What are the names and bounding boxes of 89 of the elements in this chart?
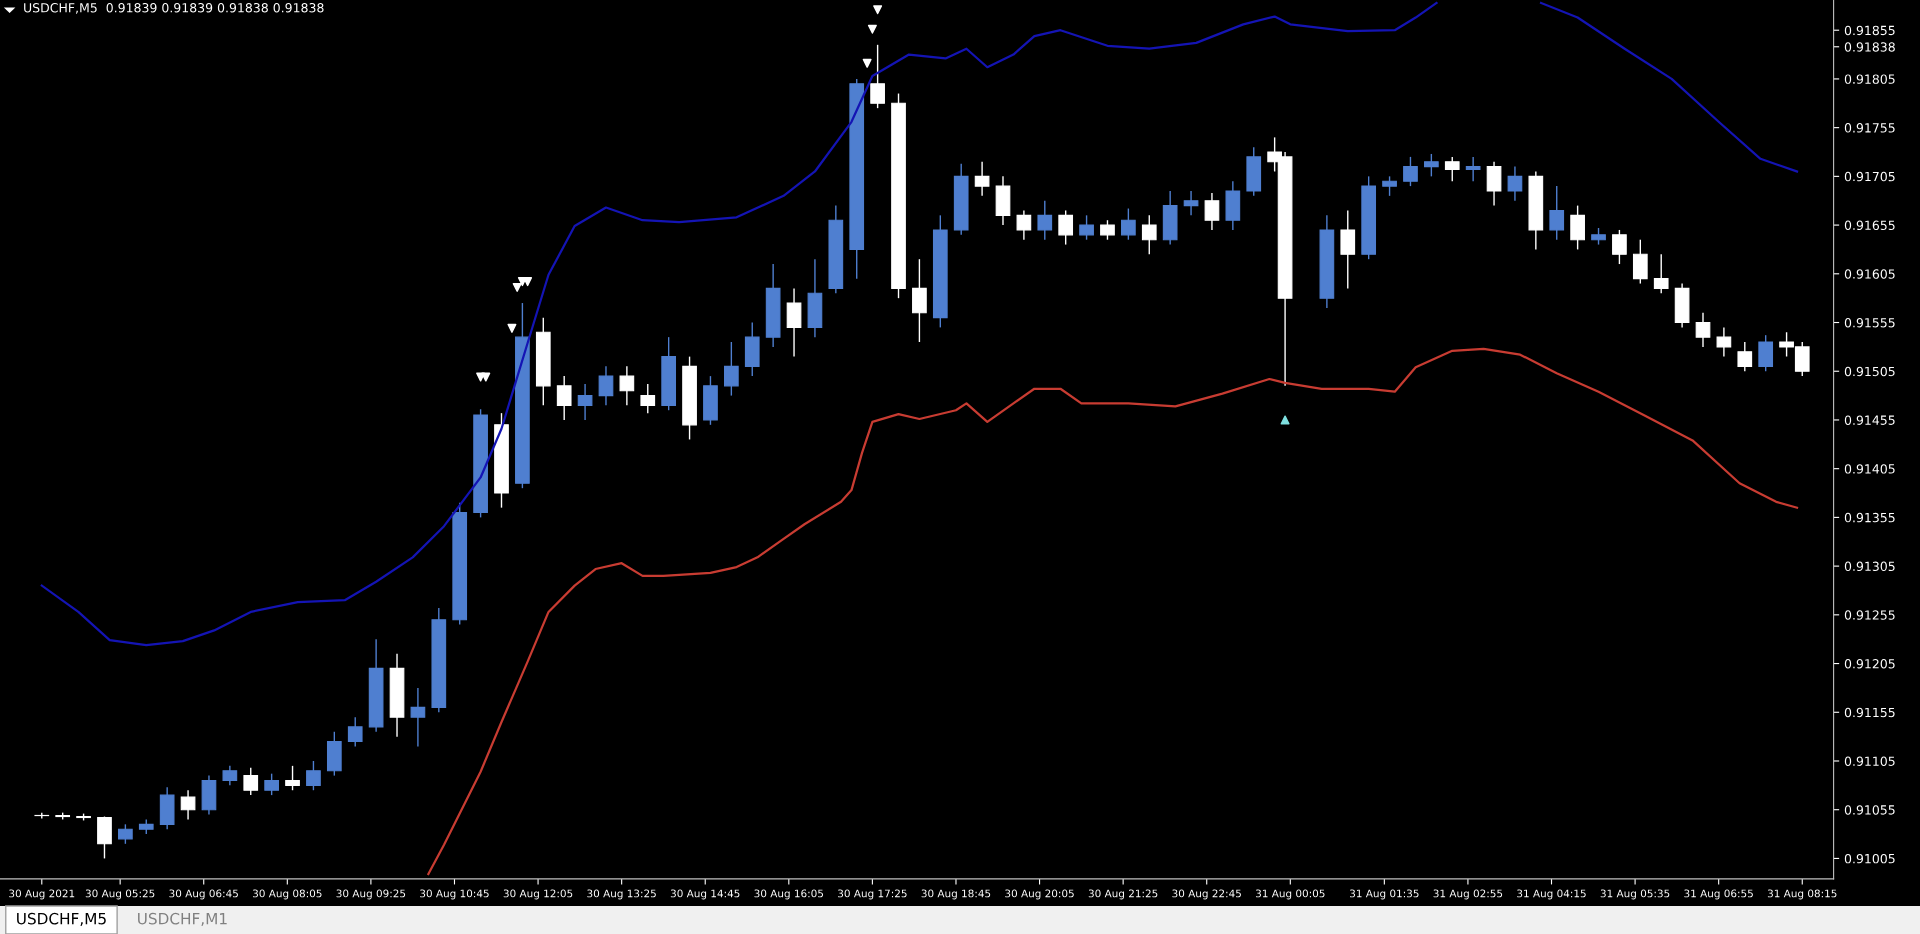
point: [507, 323, 517, 333]
candlestick: [724, 341, 739, 397]
candlestick: [1058, 209, 1074, 246]
candlestick: [598, 365, 614, 407]
candlestick: [118, 823, 133, 845]
text: USDCHF,M1: [138, 912, 227, 926]
y-tick-label: 0.91755: [1844, 123, 1895, 133]
candlestick: [180, 789, 196, 821]
y-tick-label: 0.91505: [1844, 366, 1895, 377]
line-series: [427, 347, 1799, 876]
candlestick: [1695, 312, 1711, 348]
y-tick-label: 0.91605: [1844, 269, 1895, 279]
x-tick-label: 30 Aug 2021: [9, 889, 75, 900]
x-tick-label: 30 Aug 21:25: [1088, 889, 1158, 900]
candlestick: [1016, 209, 1032, 241]
point: [873, 5, 883, 15]
x-tick-label: 30 Aug 13:25: [587, 889, 656, 900]
candlestick: [1737, 341, 1753, 372]
y-tick-label: 0.91838: [1844, 42, 1895, 52]
candlestick: [1465, 156, 1481, 182]
candlestick: [640, 383, 656, 414]
y-tick-label: 0.91005: [1844, 853, 1895, 864]
x-tick-label: 31 Aug 04:15: [1517, 889, 1586, 900]
y-tick-label: 0.91355: [1844, 512, 1895, 523]
y-tick-label: 0.91555: [1844, 317, 1895, 328]
candlestick: [1424, 153, 1439, 178]
x-tick-label: 31 Aug 08:15: [1767, 889, 1837, 900]
x-tick-label: 30 Aug 14:45: [670, 889, 740, 900]
candlestick: [1549, 185, 1565, 241]
candlestick: [1079, 214, 1094, 241]
candlestick: [1141, 214, 1157, 256]
point: [862, 58, 872, 68]
candlestick: [306, 760, 321, 791]
candlestick: [1100, 219, 1115, 241]
candlestick: [1204, 192, 1220, 231]
point: [867, 24, 877, 34]
y-tick-label: 0.91655: [1844, 220, 1895, 231]
x-tick-label: 30 Aug 06:45: [169, 889, 238, 900]
x-tick-label: 31 Aug 06:55: [1684, 889, 1753, 900]
y-tick-label: 0.91805: [1844, 74, 1895, 84]
candlestick: [1653, 253, 1669, 294]
x-tick-label: 30 Aug 08:05: [252, 889, 322, 900]
y-tick-label: 0.91705: [1844, 171, 1895, 182]
candlestick: [410, 687, 426, 748]
point: [1280, 415, 1290, 425]
x-tick-label: 31 Aug 01:35: [1350, 889, 1419, 900]
candlestick: [1612, 229, 1627, 265]
candlestick: [243, 767, 259, 796]
candlestick: [556, 375, 572, 421]
candlestick: [1183, 190, 1199, 217]
candlestick: [1403, 156, 1418, 187]
x-tick-label: 30 Aug 20:05: [1005, 889, 1074, 900]
candlestick: [1121, 207, 1136, 241]
y-tick-label: 0.91255: [1844, 610, 1895, 620]
x-tick-label: 30 Aug 09:25: [336, 889, 406, 900]
candlestick: [619, 365, 635, 407]
y-tick-label: 0.91155: [1844, 707, 1895, 718]
candlestick: [1716, 326, 1732, 358]
candlestick: [1382, 175, 1397, 197]
y-tick-label: 0.91455: [1844, 415, 1895, 425]
candlestick: [264, 772, 279, 796]
y-tick-label: 0.91405: [1844, 464, 1895, 474]
x-tick-label: 30 Aug 05:25: [85, 889, 155, 900]
y-tick-label: 0.91855: [1844, 25, 1895, 36]
candlestick: [1444, 156, 1460, 182]
y-tick-label: 0.91305: [1844, 561, 1895, 572]
candlestick: [1037, 200, 1053, 241]
y-tick-label: 0.91105: [1844, 756, 1895, 766]
text: USDCHF,M5: [17, 912, 106, 926]
x-tick-label: 31 Aug 00:05: [1255, 889, 1325, 900]
candlestick: [1507, 165, 1523, 202]
y-tick-label: 0.91055: [1844, 805, 1895, 815]
candlestick: [347, 716, 363, 748]
x-tick-label: 30 Aug 18:45: [921, 889, 991, 900]
x-tick-label: 30 Aug 16:05: [754, 889, 824, 900]
candlestick: [222, 765, 238, 787]
candlestick: [285, 765, 300, 791]
point: [481, 372, 491, 382]
x-tick-label: 30 Aug 10:45: [420, 889, 489, 900]
y-tick-label: 0.91205: [1844, 659, 1895, 669]
x-tick-label: 30 Aug 17:25: [838, 889, 907, 900]
x-tick-label: 30 Aug 12:05: [503, 889, 573, 900]
candlestick: [577, 383, 593, 421]
point: [512, 282, 522, 292]
x-tick-label: 30 Aug 22:45: [1172, 889, 1241, 900]
chart-title: USDCHF,M5 0.91839 0.91839 0.91838 0.91838: [24, 3, 324, 14]
x-tick-label: 31 Aug 05:35: [1600, 889, 1670, 900]
candlestick: [974, 161, 990, 197]
x-tick-label: 31 Aug 02:55: [1433, 889, 1503, 900]
